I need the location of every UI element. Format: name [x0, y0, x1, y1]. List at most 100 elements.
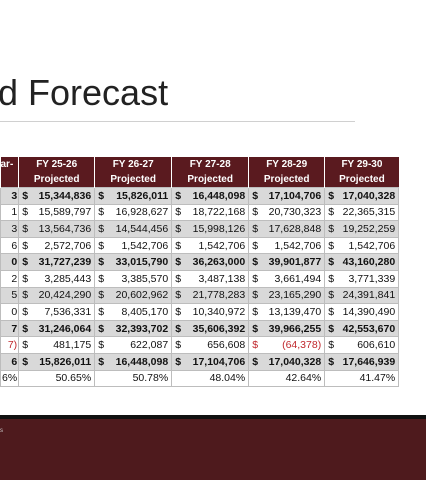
cell: $15,344,836 — [18, 187, 96, 205]
currency-sign: $ — [22, 256, 29, 269]
money-cell: $13,564,736 — [22, 223, 91, 235]
cell: $23,165,290 — [248, 286, 326, 305]
currency-sign: $ — [98, 189, 105, 202]
money-cell: $3,661,494 — [252, 273, 321, 285]
currency-sign: $ — [175, 256, 182, 269]
money-cell: $42,553,670 — [328, 323, 395, 335]
stub-header: ar- — [0, 157, 19, 172]
amount: 31,727,239 — [38, 256, 92, 269]
column-year: FY 27-28 — [171, 157, 249, 172]
currency-sign: $ — [98, 339, 105, 352]
table-row: 6% 50.65% 50.78% 48.04% 42.64% 41.47% — [0, 369, 400, 388]
cell: $15,998,126 — [171, 220, 250, 238]
table-row: 6 $2,572,706 $1,542,706 $1,542,706 $1,542,70… — [0, 236, 400, 255]
cell: $20,730,323 — [248, 203, 326, 222]
money-cell: $32,393,702 — [98, 323, 168, 335]
currency-sign: $ — [175, 322, 182, 335]
currency-sign: $ — [98, 355, 105, 368]
cell: $16,928,627 — [94, 203, 173, 222]
table-row: 6 $15,826,011 $16,448,098 $17,104,706 $17,04… — [0, 352, 400, 371]
cell: $43,160,280 — [324, 253, 400, 271]
cell: $35,606,392 — [171, 319, 250, 338]
amount: 20,602,962 — [115, 289, 169, 302]
currency-sign: $ — [175, 305, 182, 318]
column-year: FY 25-26 — [18, 157, 95, 172]
amount: 17,628,848 — [268, 222, 322, 235]
cell: $2,572,706 — [18, 236, 96, 255]
amount: 1,542,706 — [198, 239, 246, 252]
row-stub: 6% — [0, 369, 20, 388]
cell: $31,246,064 — [18, 319, 96, 338]
cell: $3,487,138 — [171, 269, 250, 288]
row-stub: 3 — [0, 220, 20, 238]
money-cell: $2,572,706 — [22, 240, 91, 252]
currency-sign: $ — [98, 206, 105, 219]
money-cell: $31,727,239 — [22, 256, 91, 268]
amount: 20,424,290 — [38, 289, 92, 302]
cell: $3,385,570 — [94, 269, 173, 288]
cell: $1,542,706 — [248, 236, 326, 255]
currency-sign: $ — [98, 322, 105, 335]
column-year: FY 28-29 — [248, 157, 325, 172]
row-stub: 6 — [0, 236, 20, 255]
cell: $42,553,670 — [324, 319, 400, 338]
money-cell: $17,040,328 — [328, 190, 395, 202]
currency-sign: $ — [22, 289, 29, 302]
money-cell: $23,165,290 — [252, 289, 321, 301]
money-cell: $18,722,168 — [175, 206, 245, 218]
money-cell: $656,608 — [175, 339, 245, 351]
currency-sign: $ — [98, 256, 105, 269]
cell: $15,589,797 — [18, 203, 96, 222]
money-cell: $33,015,790 — [98, 256, 168, 268]
row-stub: 3 — [0, 187, 20, 205]
amount: 24,391,841 — [342, 289, 396, 302]
amount: 15,998,126 — [192, 222, 246, 235]
cell: $39,901,877 — [248, 253, 326, 271]
table-row: 2 $3,285,443 $3,385,570 $3,487,138 $3,661,49… — [0, 269, 400, 288]
money-cell: $39,966,255 — [252, 323, 321, 335]
slide-title: d Forecast — [0, 72, 169, 113]
amount: 36,263,000 — [192, 256, 246, 269]
money-cell: $20,602,962 — [98, 289, 168, 301]
cell: 48.04% — [171, 369, 250, 388]
money-cell: $8,405,170 — [98, 306, 168, 318]
cell: $16,448,098 — [171, 187, 250, 205]
cell: $622,087 — [94, 336, 173, 354]
amount: 43,160,280 — [342, 256, 396, 269]
money-cell: $35,606,392 — [175, 323, 245, 335]
money-cell: $15,998,126 — [175, 223, 245, 235]
amount: 35,606,392 — [192, 322, 246, 335]
cell: 50.65% — [18, 369, 96, 388]
currency-sign: $ — [328, 272, 335, 285]
table-header: ar- FY 25-26 FY 26-27 FY 27-28 FY 28-29 FY 29… — [0, 157, 399, 188]
amount: 1,542,706 — [348, 239, 396, 252]
cell: $3,661,494 — [248, 269, 326, 288]
money-cell: $3,285,443 — [22, 273, 91, 285]
amount: 23,165,290 — [268, 289, 322, 302]
cell: $3,771,339 — [324, 269, 400, 288]
column-year: FY 29-30 — [324, 157, 399, 172]
currency-sign: $ — [328, 339, 335, 352]
column-sub: Projected — [324, 172, 399, 188]
amount: 22,365,315 — [342, 206, 396, 219]
cell: $36,263,000 — [171, 253, 250, 271]
amount: 20,730,323 — [268, 206, 322, 219]
table-row: 5 $20,424,290 $20,602,962 $21,778,283 $23,16… — [0, 286, 400, 305]
table-row: 7) $481,175 $622,087 $656,608 $ (64,378) $606,… — [0, 336, 400, 354]
currency-sign: $ — [175, 355, 182, 368]
money-cell: $606,610 — [328, 339, 395, 351]
cell: $17,104,706 — [171, 352, 250, 371]
amount: 33,015,790 — [115, 256, 169, 269]
money-cell: $39,901,877 — [252, 256, 321, 268]
money-cell: $15,826,011 — [22, 356, 91, 368]
cell: $16,448,098 — [94, 352, 173, 371]
amount: 17,040,328 — [342, 189, 396, 202]
table-body: 3 $15,344,836 $15,826,011 $16,448,098 $17,10… — [0, 187, 400, 388]
cell: 42.64% — [248, 369, 326, 388]
amount: 606,610 — [357, 339, 396, 352]
currency-sign: $ — [22, 355, 29, 368]
amount: 15,589,797 — [38, 206, 92, 219]
percent-cell: 48.04% — [209, 372, 246, 385]
cell: 50.78% — [94, 369, 173, 388]
currency-sign: $ — [328, 305, 335, 318]
